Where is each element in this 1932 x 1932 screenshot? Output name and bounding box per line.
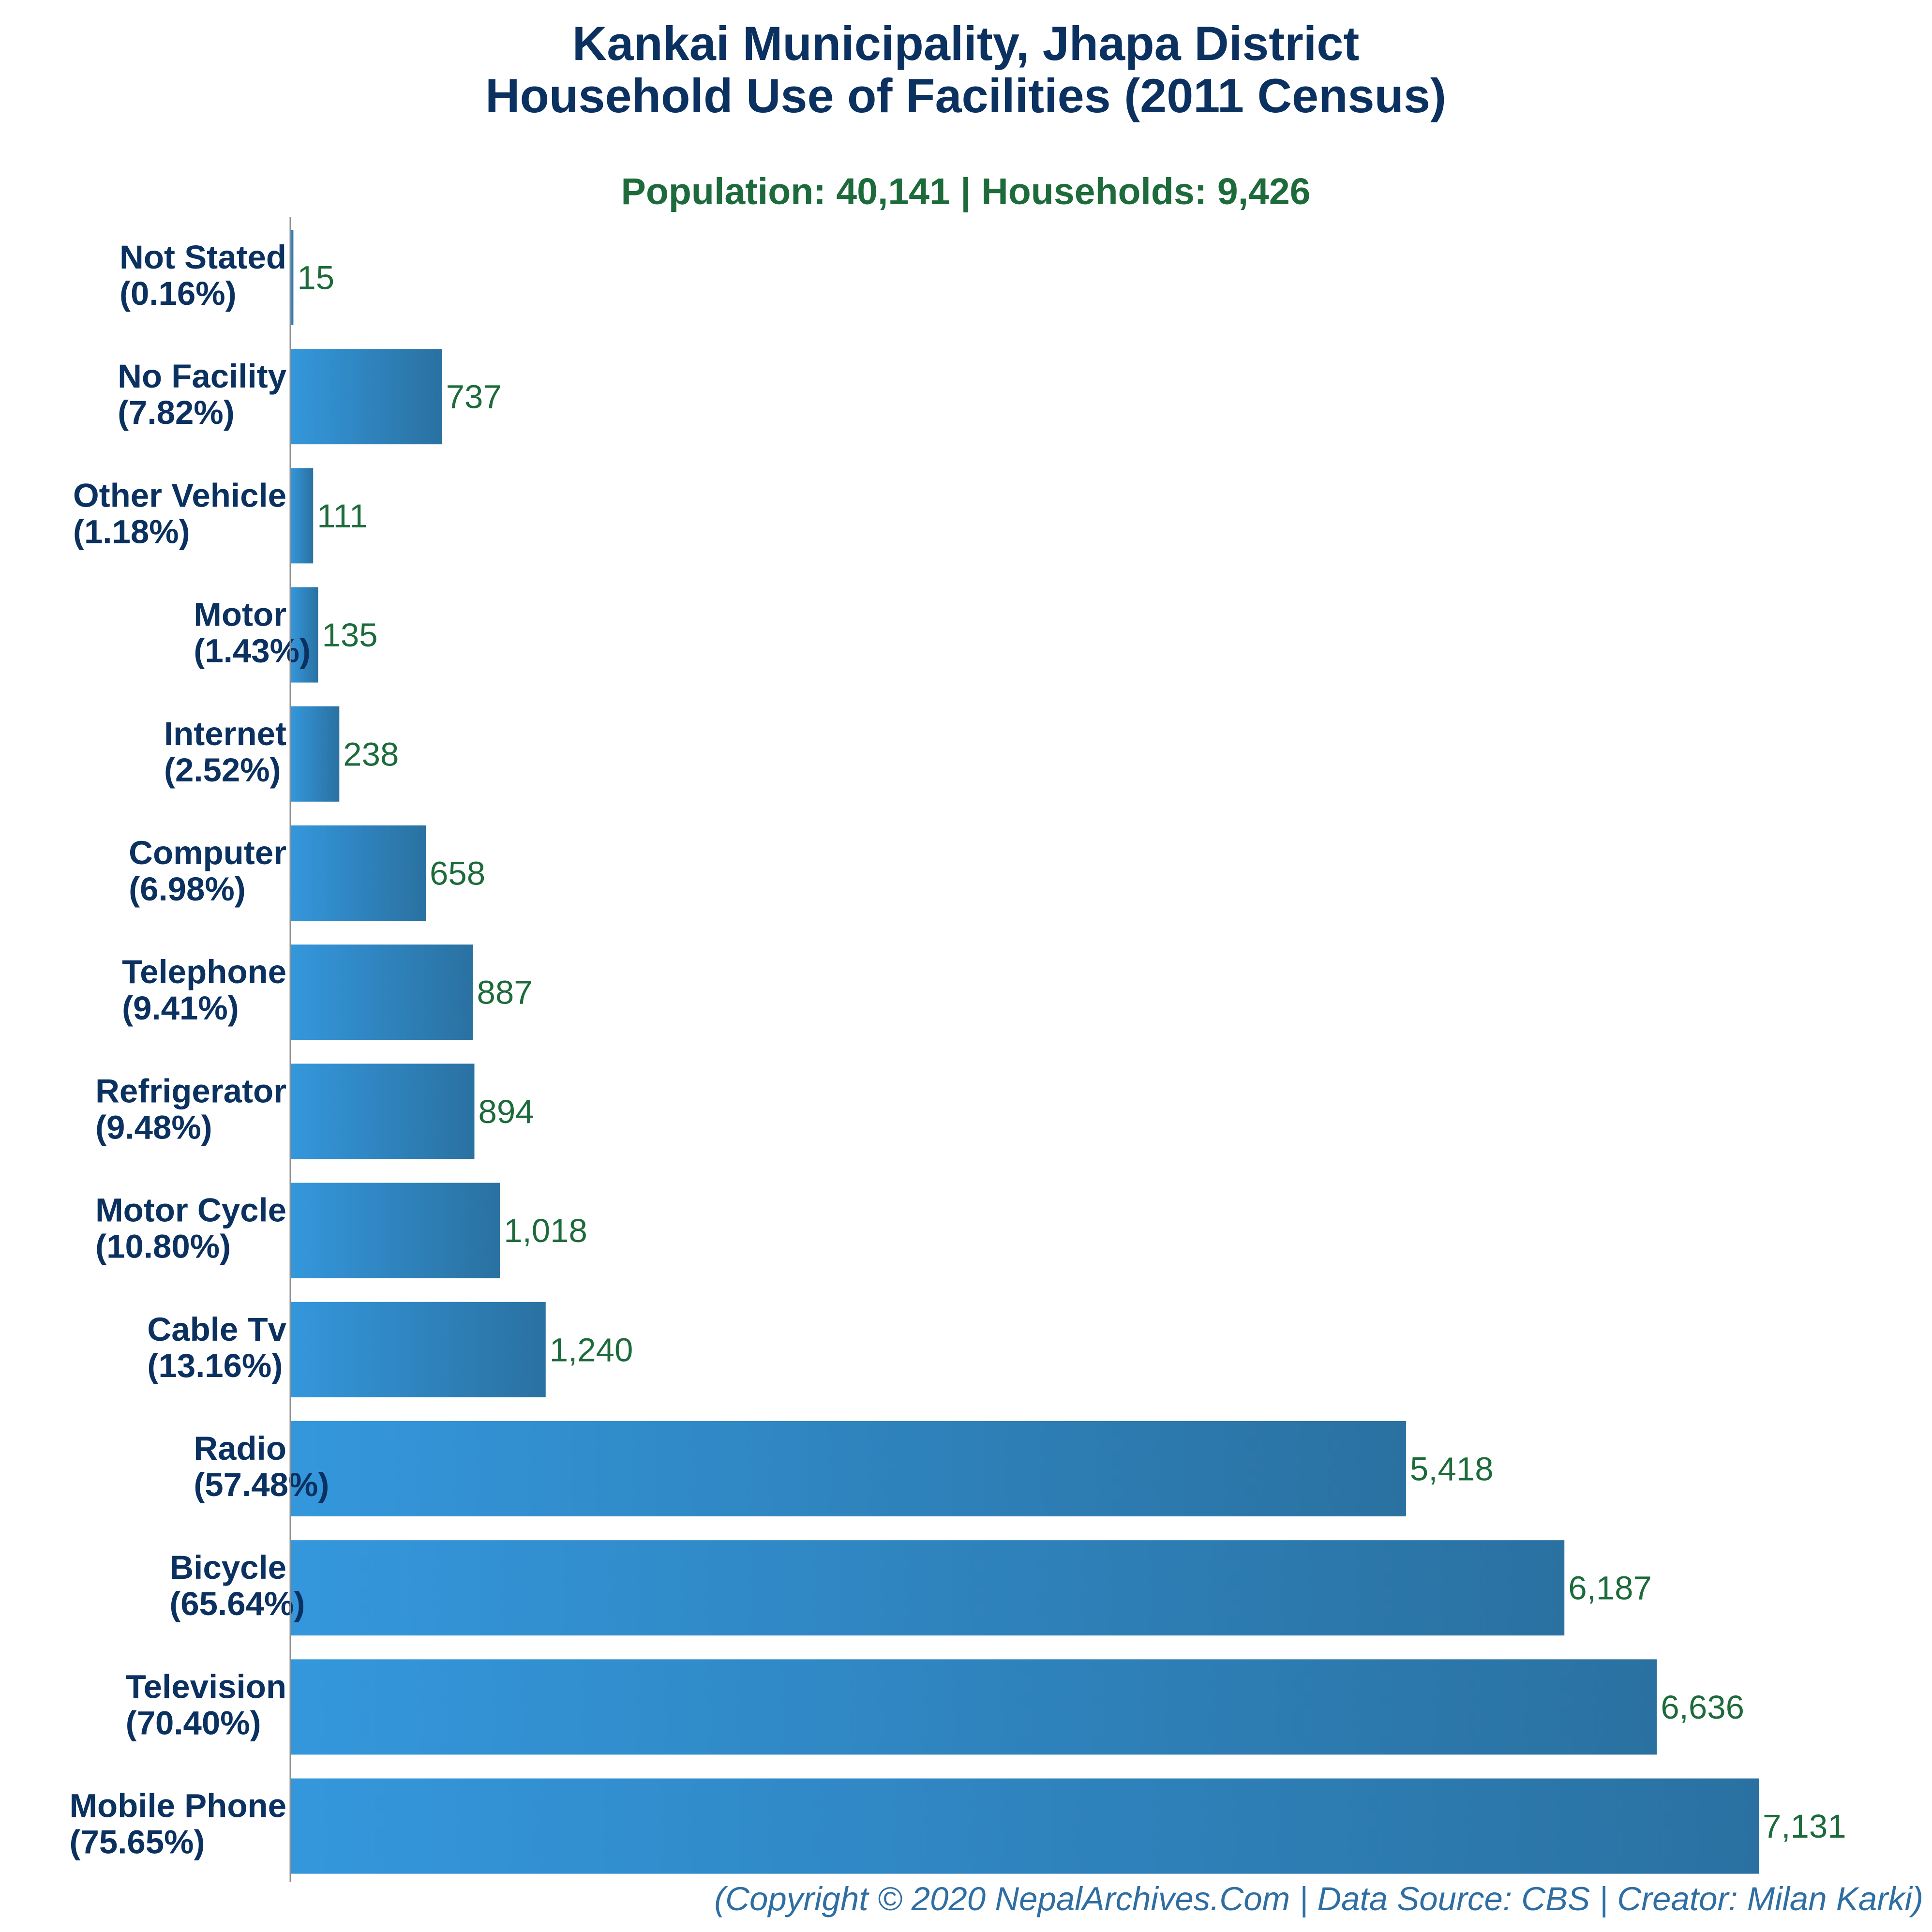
category-label-other-vehicle: Other Vehicle <box>73 477 286 514</box>
value-label-motor-cycle: 1,018 <box>504 1212 587 1249</box>
value-label-internet: 238 <box>343 735 399 773</box>
value-label-computer: 658 <box>430 855 485 892</box>
category-labels-group: Not Stated(0.16%) No Facility(7.82%) Other… <box>70 239 329 1861</box>
bar-mobile-phone <box>290 1778 1759 1874</box>
bar-cable-tv <box>290 1302 546 1397</box>
category-label-internet: Internet <box>164 715 286 752</box>
bar-internet <box>290 706 340 802</box>
percent-label-motor-cycle: (10.80%) <box>95 1228 231 1265</box>
value-label-other-vehicle: 111 <box>317 497 368 535</box>
percent-label-internet: (2.52%) <box>164 751 281 789</box>
bar-no-facility <box>290 349 442 445</box>
percent-label-computer: (6.98%) <box>129 870 246 908</box>
value-label-radio: 5,418 <box>1410 1451 1494 1488</box>
percent-label-other-vehicle: (1.18%) <box>73 513 190 550</box>
bar-refrigerator <box>290 1063 475 1159</box>
category-label-mobile-phone: Mobile Phone <box>70 1787 287 1825</box>
bar-motor <box>290 587 318 683</box>
percent-label-not-stated: (0.16%) <box>120 275 237 312</box>
value-labels-group: 15 737 111 135 238 658 887 894 1,018 1,240 5,418 6,… <box>297 259 1846 1845</box>
bar-other-vehicle <box>290 468 314 564</box>
category-label-computer: Computer <box>129 834 286 871</box>
chart-title-line1: Kankai Municipality, Jhapa District <box>572 16 1360 70</box>
bar-radio <box>290 1421 1406 1516</box>
value-label-cable-tv: 1,240 <box>550 1331 633 1368</box>
percent-label-no-facility: (7.82%) <box>118 394 235 431</box>
bars-group <box>290 230 1759 1874</box>
value-label-mobile-phone: 7,131 <box>1763 1808 1846 1845</box>
value-label-telephone: 887 <box>477 974 533 1011</box>
bar-not-stated <box>290 230 294 325</box>
value-label-television: 6,636 <box>1661 1689 1744 1726</box>
value-label-no-facility: 737 <box>446 378 502 416</box>
category-label-television: Television <box>126 1668 286 1705</box>
category-label-no-facility: No Facility <box>118 358 286 395</box>
percent-label-refrigerator: (9.48%) <box>95 1108 212 1146</box>
bar-motor-cycle <box>290 1183 500 1278</box>
category-label-cable-tv: Cable Tv <box>147 1311 286 1348</box>
percent-label-motor: (1.43%) <box>194 632 311 670</box>
bar-television <box>290 1659 1657 1755</box>
percent-label-mobile-phone: (75.65%) <box>70 1824 205 1861</box>
bar-telephone <box>290 944 473 1040</box>
percent-label-telephone: (9.41%) <box>122 989 239 1027</box>
category-label-not-stated: Not Stated <box>120 239 286 276</box>
chart-subtitle: Population: 40,141 | Households: 9,426 <box>621 171 1310 212</box>
category-label-bicycle: Bicycle <box>169 1549 286 1586</box>
category-label-radio: Radio <box>194 1430 286 1467</box>
copyright-footer: (Copyright © 2020 NepalArchives.Com | Da… <box>714 1880 1923 1917</box>
chart-title-line2: Household Use of Facilities (2011 Census… <box>485 69 1446 122</box>
percent-label-bicycle: (65.64%) <box>169 1585 305 1622</box>
value-label-bicycle: 6,187 <box>1568 1570 1652 1607</box>
value-label-not-stated: 15 <box>297 259 334 297</box>
value-label-motor: 135 <box>322 616 377 654</box>
percent-label-television: (70.40%) <box>126 1704 261 1741</box>
category-label-telephone: Telephone <box>122 953 286 990</box>
percent-label-cable-tv: (13.16%) <box>147 1347 283 1384</box>
category-label-motor: Motor <box>194 596 286 633</box>
value-label-refrigerator: 894 <box>478 1093 534 1130</box>
category-label-refrigerator: Refrigerator <box>95 1072 286 1109</box>
category-label-motor-cycle: Motor Cycle <box>95 1192 286 1229</box>
percent-label-radio: (57.48%) <box>194 1466 329 1503</box>
bar-computer <box>290 825 426 921</box>
bar-bicycle <box>290 1540 1565 1636</box>
